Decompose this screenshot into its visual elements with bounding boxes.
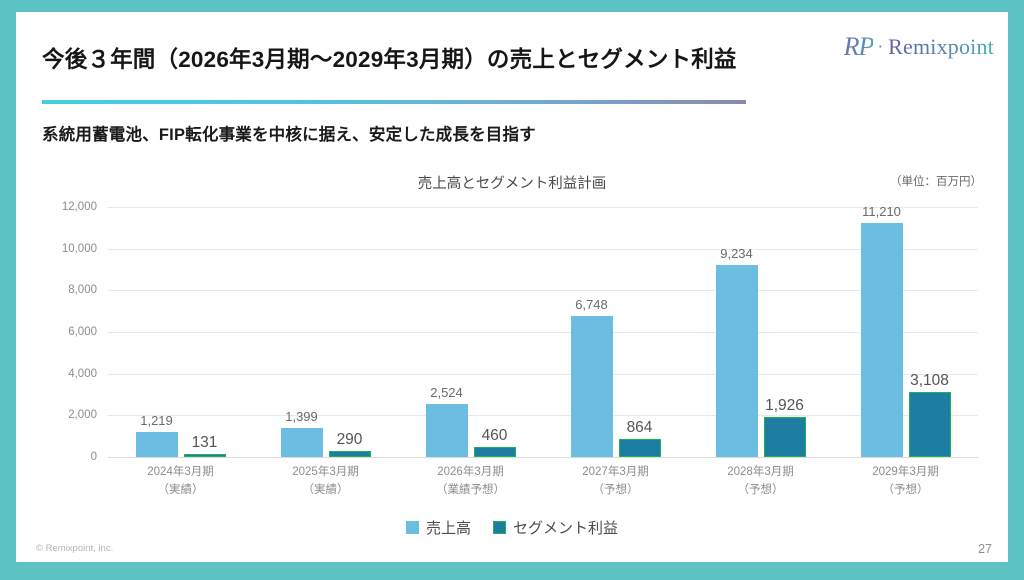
chart-bar-group: 1,399 290: [253, 207, 398, 457]
bar-value-label: 9,234: [720, 245, 753, 261]
legend-label: セグメント利益: [513, 520, 619, 537]
bar-value-label: 3,108: [910, 372, 949, 390]
chart-plot-area: 12,000 10,000 8,000 6,000 4,000 2,000 0: [62, 201, 978, 463]
legend-item[interactable]: セグメント利益: [493, 517, 618, 538]
bar-revenue[interactable]: 1,399: [280, 409, 323, 457]
bar-value-label: 864: [626, 419, 653, 436]
chart-x-label: 2025年3月期 （実績）: [253, 464, 398, 500]
bar-revenue[interactable]: 9,234: [715, 246, 758, 457]
chart-x-label-note: （予想）: [737, 483, 784, 496]
chart-gridline: 2,000: [68, 409, 978, 421]
chart-bar-group: 1,219 131: [108, 207, 253, 457]
bar-value-label: 1,219: [140, 412, 173, 428]
remixpoint-logo: RP · Remixpoint: [844, 30, 994, 64]
chart-gridline: 8,000: [68, 284, 978, 296]
logo-monogram-icon: RP: [843, 32, 875, 61]
chart-legend: 売上高 セグメント利益: [16, 517, 1008, 538]
legend-item[interactable]: 売上高: [405, 517, 471, 538]
copyright-text: © Remixpoint, inc.: [36, 543, 114, 554]
bar-value-label: 6,748: [575, 297, 608, 313]
page-subtitle: 系統用蓄電池、FIP転化事業を中核に据え、安定した成長を目指す: [42, 126, 536, 144]
bar-revenue[interactable]: 1,219: [135, 413, 178, 457]
logo-separator-icon: ·: [877, 37, 884, 56]
chart-x-label: 2027年3月期 （予想）: [543, 464, 688, 500]
chart-y-tick-label: 10,000: [61, 242, 97, 255]
chart-y-tick-label: 4,000: [68, 367, 97, 380]
bar-value-label: 1,399: [285, 408, 318, 424]
bar-segment-profit[interactable]: 1,926: [763, 397, 806, 457]
chart-title: 売上高とセグメント利益計画: [417, 176, 607, 192]
bar-revenue[interactable]: 11,210: [860, 204, 903, 457]
bar-value-label: 2,524: [430, 385, 463, 401]
bar-revenue[interactable]: 2,524: [425, 385, 468, 457]
chart-y-tick-label: 12,000: [61, 201, 97, 213]
chart-x-label-period: 2029年3月期: [872, 466, 939, 478]
logo-wordmark: Remixpoint: [888, 34, 994, 59]
bar-value-label: 460: [481, 427, 508, 445]
bar-segment-profit[interactable]: 864: [618, 419, 661, 457]
bar-value-label: 11,210: [862, 204, 901, 220]
chart-x-label-note: （実績）: [157, 483, 204, 496]
chart-bar-group: 11,210 3,108: [833, 204, 978, 457]
chart-gridline: 6,000: [68, 326, 978, 338]
bar-segment-profit[interactable]: 3,108: [908, 372, 951, 457]
chart-y-tick-label: 0: [90, 451, 97, 463]
chart-gridline: 4,000: [68, 368, 978, 380]
slide-card: RP · Remixpoint 今後３年間（2026年3月期〜2029年3月期）…: [16, 12, 1008, 562]
chart-y-tick-label: 2,000: [68, 409, 97, 422]
bar-value-label: 1,926: [765, 396, 804, 414]
chart-x-label: 2026年3月期 （業績予想）: [398, 464, 543, 500]
bar-segment-profit[interactable]: 131: [183, 434, 226, 457]
chart-gridline: 10,000: [62, 243, 978, 255]
page-title: 今後３年間（2026年3月期〜2029年3月期）の売上とセグメント利益: [42, 47, 737, 72]
chart-y-tick-label: 8,000: [68, 284, 97, 297]
chart-x-label: 2028年3月期 （予想）: [688, 464, 833, 500]
chart-x-label-period: 2026年3月期: [437, 466, 504, 478]
chart-bar-group: 6,748 864: [543, 207, 688, 457]
bar-value-label: 131: [191, 434, 218, 452]
chart-gridline: 12,000: [62, 201, 978, 213]
chart-x-label-note: （予想）: [882, 483, 929, 496]
page-number: 27: [978, 542, 992, 556]
chart-x-label-period: 2027年3月期: [582, 466, 649, 478]
legend-label: 売上高: [425, 520, 471, 537]
chart-x-label-period: 2025年3月期: [292, 466, 359, 478]
chart-x-axis-labels: 2024年3月期 （実績） 2025年3月期 （実績） 2026年3月期 （業績予想） 20…: [108, 464, 978, 500]
bar-segment-profit[interactable]: 290: [328, 431, 371, 457]
chart-x-label: 2029年3月期 （予想）: [833, 464, 978, 500]
chart-y-tick-label: 6,000: [68, 326, 97, 338]
legend-swatch-icon: [493, 521, 506, 534]
chart-bar-group: 2,524 460: [398, 207, 543, 457]
chart-x-label-period: 2028年3月期: [727, 466, 794, 478]
chart-x-label-period: 2024年3月期: [147, 466, 214, 478]
chart-bar-group: 9,234 1,926: [688, 207, 833, 457]
chart-x-label-note: （実績）: [302, 483, 349, 496]
title-accent-rule: [42, 100, 746, 104]
bar-value-label: 290: [336, 430, 363, 448]
chart-gridline: 0: [91, 451, 978, 463]
chart-x-label-note: （業績予想）: [436, 483, 505, 496]
bar-segment-profit[interactable]: 460: [473, 427, 516, 457]
chart-unit-note: （単位：百万円）: [890, 176, 982, 188]
bar-revenue[interactable]: 6,748: [570, 297, 613, 457]
chart-x-label: 2024年3月期 （実績）: [108, 464, 253, 500]
chart-bar-groups: 1,219 131 1,399 290 2,524 460 6,748 864 9,234 1,9…: [108, 204, 978, 457]
chart-x-label-note: （予想）: [592, 483, 639, 496]
legend-swatch-icon: [405, 521, 419, 534]
